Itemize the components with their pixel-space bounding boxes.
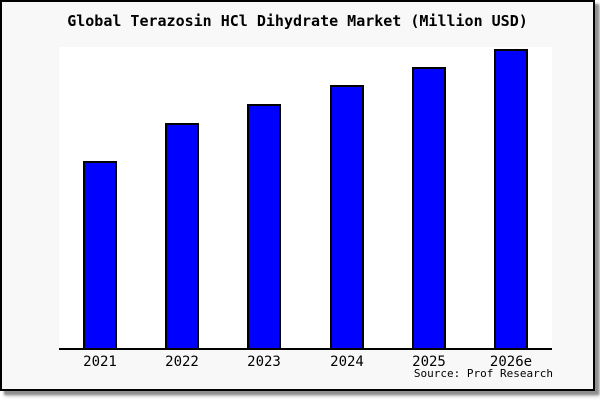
- bar-2023: [247, 104, 281, 348]
- x-tick-label-2022: 2022: [165, 354, 199, 370]
- chart-title: Global Terazosin HCl Dihydrate Market (M…: [67, 12, 528, 30]
- bar-2021: [83, 161, 117, 348]
- source-credit: Source: Prof Research: [413, 367, 553, 380]
- x-tick-label-2023: 2023: [247, 354, 281, 370]
- x-tick-label-2026e: 2026e: [489, 354, 533, 370]
- bar-2026e: [494, 49, 528, 348]
- plot-area: [59, 47, 552, 350]
- bar-2025: [412, 67, 446, 348]
- bar-2022: [165, 123, 199, 348]
- x-tick-label-2021: 2021: [83, 354, 117, 370]
- chart-window: Global Terazosin HCl Dihydrate Market (M…: [0, 0, 595, 391]
- bar-2024: [330, 85, 364, 348]
- x-tick-label-2025: 2025: [412, 354, 446, 370]
- x-axis-labels: 2021 2022 2023 2024 2025 2026e: [59, 354, 552, 370]
- x-tick-label-2024: 2024: [330, 354, 364, 370]
